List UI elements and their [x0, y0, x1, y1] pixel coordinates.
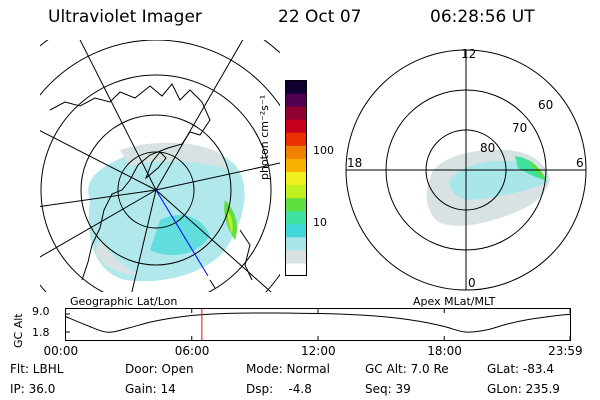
alt-xtick-label: 23:59: [548, 344, 583, 358]
colorbar-band: [285, 106, 307, 120]
mode-info: Mode: Normal: [246, 362, 330, 376]
colorbar-band: [285, 197, 307, 212]
colorbar-band: [285, 93, 307, 107]
mlt-6-label: 6: [576, 156, 584, 170]
colorbar-tick-label: 100: [313, 144, 334, 158]
terminator-line: [155, 189, 209, 277]
polar-plot: 12 18 6 0 60 70 80: [345, 47, 587, 291]
alt-xtick-label: 06:00: [174, 344, 210, 358]
alt-xtick-label: 12:00: [301, 344, 336, 358]
colorbar-band: [285, 184, 307, 199]
colorbar-band: [285, 158, 307, 172]
coastline: [49, 83, 253, 289]
colorbar-band: [285, 80, 307, 94]
colorbar-band: [285, 249, 307, 264]
date-label: 22 Oct 07: [278, 7, 362, 27]
colorbar-ticks: 100 10: [310, 80, 350, 280]
door-info: Door: Open: [125, 362, 194, 376]
alt-ylabel: GC Alt: [12, 313, 25, 348]
apex-label: Apex MLat/MLT: [413, 295, 496, 308]
colorbar-band: [285, 132, 307, 146]
dsp-info: Dsp: -4.8: [246, 382, 312, 396]
alt-xtick-label: 18:00: [427, 344, 462, 358]
geographic-map: [40, 40, 280, 292]
instrument-title: Ultraviolet Imager: [48, 7, 202, 27]
colorbar-band: [285, 236, 307, 251]
left-emission-region: [88, 142, 245, 282]
alt-xtick-label: 00:00: [43, 344, 79, 358]
colorbar-unit-label: photon cm⁻²s⁻¹: [258, 94, 271, 180]
orbit-altitude-curve: [65, 312, 571, 333]
gain-info: Gain: 14: [125, 382, 176, 396]
ip-info: IP: 36.0: [10, 382, 56, 396]
right-emission-region: [426, 149, 550, 226]
alt-ytick-low: 1.8: [32, 326, 50, 339]
seq-info: Seq: 39: [365, 382, 411, 396]
colorbar: [285, 80, 307, 276]
colorbar-band: [285, 119, 307, 133]
mlt-12-label: 12: [461, 47, 476, 61]
altitude-plot: [65, 308, 571, 341]
alt-ytick-high: 9.0: [32, 305, 50, 318]
colorbar-band: [285, 210, 307, 225]
colorbar-band: [285, 262, 307, 276]
colorbar-band: [285, 171, 307, 186]
colorbar-band: [285, 223, 307, 238]
geographic-label: Geographic Lat/Lon: [70, 295, 178, 308]
colorbar-tick-label: 10: [313, 215, 327, 229]
mlt-18-label: 18: [347, 156, 362, 170]
lat-70-label: 70: [512, 121, 527, 135]
gc-alt-info: GC Alt: 7.0 Re: [365, 362, 449, 376]
flt-info: Flt: LBHL: [10, 362, 64, 376]
mlt-0-label: 0: [468, 276, 476, 290]
time-label: 06:28:56 UT: [430, 7, 535, 27]
lat-80-label: 80: [480, 141, 495, 155]
glat-info: GLat: -83.4: [487, 362, 554, 376]
glon-info: GLon: 235.9: [487, 382, 560, 396]
colorbar-band: [285, 145, 307, 159]
lat-60-label: 60: [538, 98, 553, 112]
